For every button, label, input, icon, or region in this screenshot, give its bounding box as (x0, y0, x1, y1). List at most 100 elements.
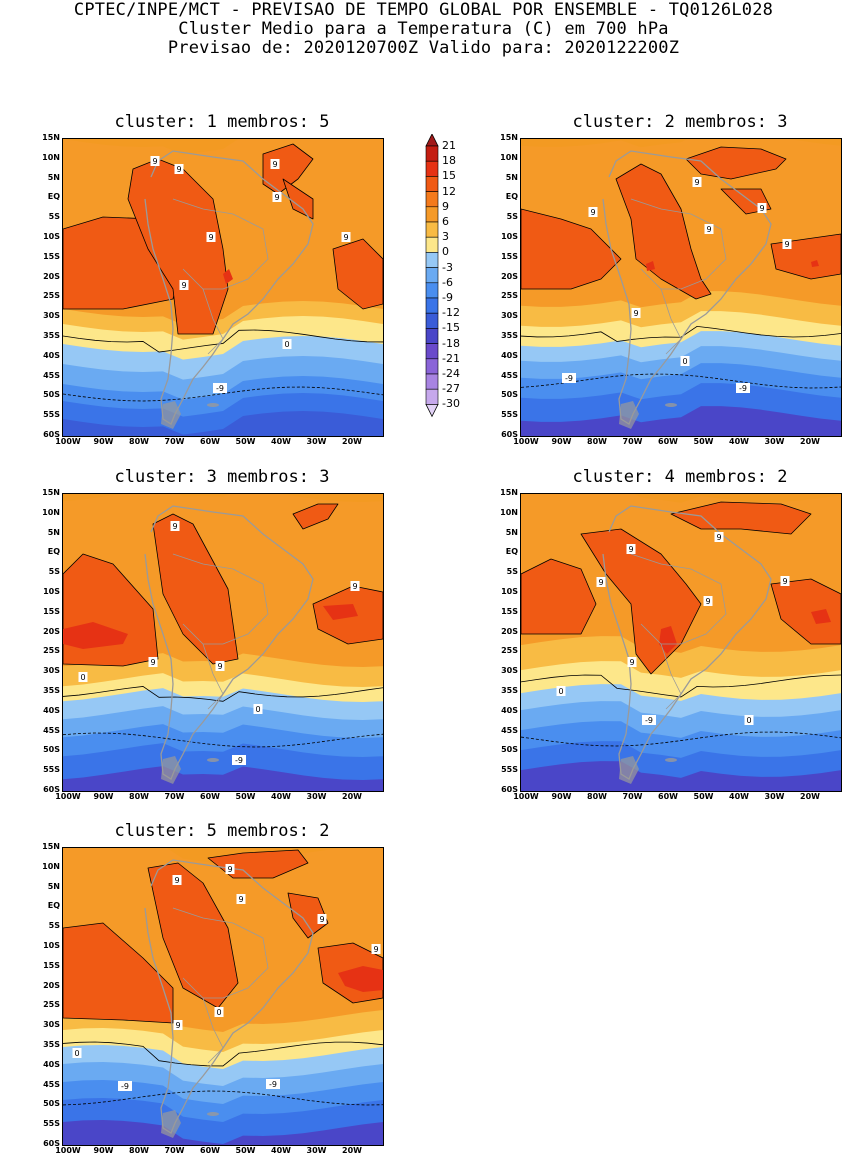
colorbar-graphic (425, 133, 439, 418)
contour-label-text: 9 (319, 915, 324, 924)
colorbar-segment (425, 252, 439, 268)
latitude-tick-label: 25S (43, 291, 60, 301)
contour-label: 9 (317, 914, 327, 924)
contour-label: 9 (272, 192, 282, 202)
latitude-tick-label: 55S (501, 410, 518, 420)
contour-label-text: 0 (80, 673, 85, 682)
panel-title-cluster-2: cluster: 2 membros: 3 (572, 112, 788, 132)
longitude-tick-label: 50W (693, 437, 714, 446)
contour-label-box (270, 159, 280, 169)
contour-label-box (757, 203, 767, 213)
contour-label-box (172, 875, 182, 885)
contour-label-box (215, 661, 225, 671)
colorbar-label: 12 (442, 184, 456, 198)
contour-label-text: 9 (705, 597, 710, 606)
warm-region-above-9C (615, 163, 712, 300)
colorbar-segment (425, 160, 439, 177)
longitude-tick-label: 100W (513, 792, 539, 801)
contour-label: -9 (736, 383, 750, 393)
latitude-tick-label: 20S (501, 626, 518, 636)
contour-label: 9 (714, 532, 724, 542)
latitude-tick-label: 10S (501, 232, 518, 241)
country-borders (202, 643, 224, 710)
contour-label-box (350, 581, 360, 591)
contour-label-box (232, 755, 246, 765)
colorbar-label: -27 (442, 382, 460, 396)
contour-label-box (170, 521, 180, 531)
longitude-tick-label: 30W (306, 437, 327, 446)
contour-label-box (556, 686, 566, 696)
colorbar-label: -12 (442, 306, 460, 320)
temperature-map-cluster-4: 9 9 9 9 9 9 0 0 -9 (521, 494, 841, 791)
longitude-tick-label: 60W (200, 437, 220, 446)
contour-label-text: -9 (269, 1080, 277, 1089)
longitude-tick-label: 70W (622, 792, 643, 801)
contour-label-box (150, 156, 160, 166)
contour-label-text: 0 (74, 1049, 79, 1058)
hot-spot-above-12C (338, 966, 383, 992)
contour-0C (63, 1041, 383, 1067)
contour-label-text: 9 (274, 193, 279, 202)
contour-label-box (596, 577, 606, 587)
contour-label: 0 (214, 1007, 224, 1017)
latitude-tick-label: 10S (43, 941, 60, 950)
warm-region-above-9C (63, 922, 174, 1024)
longitude-tick-label: 70W (622, 437, 643, 446)
figure-title-line-2: Cluster Medio para a Temperatura (C) em … (178, 19, 669, 39)
latitude-tick-label: 30S (501, 311, 518, 321)
contour-0C (521, 325, 841, 342)
latitude-tick-label: 50S (43, 745, 60, 755)
colorbar-label: 0 (442, 245, 449, 259)
contour-label: -9 (213, 383, 227, 393)
contour-minus-9C (521, 731, 841, 747)
latitude-tick-label: 40S (43, 1059, 60, 1069)
contour-label: 0 (744, 715, 754, 725)
longitude-tick-label: 20W (342, 437, 362, 446)
latitude-tick-label: 50S (43, 1099, 60, 1109)
contour-label-box (174, 164, 184, 174)
latitude-tick-label: 15S (43, 251, 60, 261)
longitude-tick-label: 20W (342, 1146, 362, 1155)
warm-region-above-9C (770, 578, 841, 645)
latitude-tick-label: 40S (501, 705, 518, 715)
contour-label-text: 9 (176, 165, 181, 174)
contour-label-box (236, 894, 246, 904)
contour-label: 9 (270, 159, 280, 169)
contour-label-box (214, 1007, 224, 1017)
country-borders (660, 288, 682, 355)
hot-spot-above-12C (811, 609, 831, 624)
contour-label: 9 (215, 661, 225, 671)
colorbar-segment (425, 267, 439, 284)
contour-label: 9 (627, 657, 637, 667)
contour-label-box (78, 672, 88, 682)
contour-label-text: 9 (238, 895, 243, 904)
contour-label-text: 9 (782, 577, 787, 586)
colorbar-label: -3 (442, 260, 453, 274)
contour-label-box (692, 177, 702, 187)
colorbar-label: -9 (442, 291, 453, 304)
latitude-tick-label: 30S (43, 311, 60, 321)
longitude-tick-label: 100W (55, 792, 81, 801)
colorbar-segment (425, 343, 439, 360)
figure-title-line-1: CPTEC/INPE/MCT - PREVISAO DE TEMPO GLOBA… (73, 0, 774, 20)
longitude-tick-label: 80W (129, 1146, 149, 1155)
contour-label-text: 9 (706, 225, 711, 234)
longitude-tick-label: 40W (729, 792, 749, 801)
contour-label-text: 9 (784, 240, 789, 249)
latitude-tick-label: 10N (500, 152, 518, 162)
contour-label-text: 9 (598, 578, 603, 587)
colorbar-segment (425, 206, 439, 223)
longitude-tick-label: 80W (587, 437, 607, 446)
contour-label: -9 (562, 373, 576, 383)
longitude-tick-label: 20W (342, 792, 362, 801)
temperature-band (63, 766, 383, 791)
latitude-tick-label: 10S (43, 232, 60, 241)
latitude-tick-label: EQ (47, 192, 60, 202)
colorbar-segment (425, 191, 439, 208)
map-panel-cluster-5: 9 9 9 9 9 9 0 0 -9 -9 (62, 847, 384, 1146)
contour-label: 9 (703, 596, 713, 606)
contour-label-box (642, 715, 656, 725)
contour-label-text: 9 (590, 208, 595, 217)
contour-label-box (703, 596, 713, 606)
tierra-del-fuego (161, 756, 181, 784)
